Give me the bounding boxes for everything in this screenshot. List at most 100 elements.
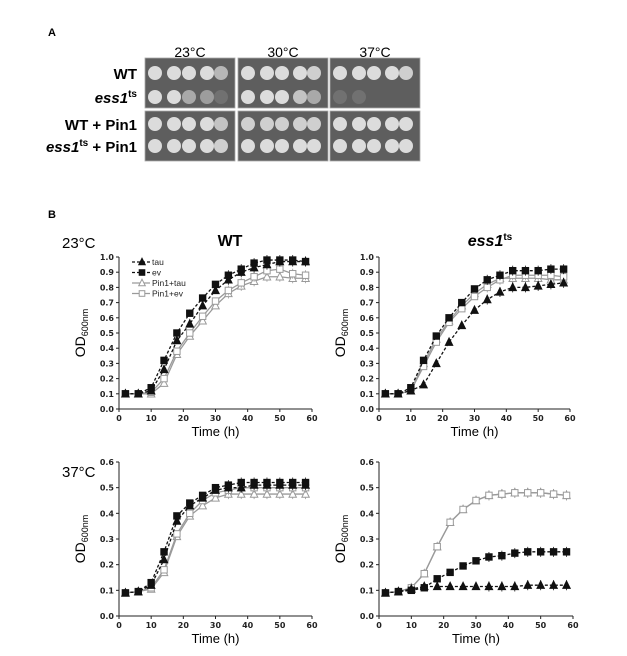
y-tick-label: 0.2 bbox=[360, 561, 374, 570]
square-marker bbox=[547, 265, 555, 273]
triangle-marker bbox=[419, 379, 429, 389]
square-marker bbox=[186, 309, 194, 317]
series-line bbox=[125, 487, 306, 594]
y-tick-label: 0.3 bbox=[100, 535, 114, 544]
x-tick-label: 60 bbox=[564, 414, 576, 423]
triangle-marker bbox=[159, 364, 169, 374]
yeast-spot bbox=[200, 66, 214, 80]
yeast-spot bbox=[399, 139, 413, 153]
square-marker bbox=[472, 496, 480, 505]
yeast-spot bbox=[148, 66, 162, 80]
square-marker bbox=[134, 390, 143, 398]
triangle-marker bbox=[431, 358, 441, 368]
yeast-spot bbox=[214, 66, 228, 80]
row-label-23: 23°C bbox=[62, 235, 96, 252]
square-marker bbox=[419, 356, 428, 365]
square-marker bbox=[160, 374, 168, 383]
strain-label: WT bbox=[114, 66, 137, 83]
x-tick-label: 60 bbox=[567, 621, 579, 630]
square-marker bbox=[224, 271, 233, 279]
yeast-spot bbox=[399, 117, 413, 131]
square-marker bbox=[263, 478, 271, 487]
x-tick-label: 30 bbox=[210, 414, 222, 423]
square-marker bbox=[160, 356, 168, 365]
series-ev bbox=[121, 255, 310, 398]
panel-b-label: B bbox=[48, 209, 56, 221]
square-marker bbox=[301, 478, 310, 487]
panel-a-label: A bbox=[48, 27, 56, 39]
y-tick-label: 0.3 bbox=[360, 359, 374, 368]
y-tick-label: 0.0 bbox=[360, 612, 375, 621]
yeast-spot bbox=[275, 117, 289, 131]
y-tick-label: 0.7 bbox=[360, 299, 374, 308]
square-marker bbox=[121, 589, 130, 597]
y-tick-label: 0.0 bbox=[360, 405, 375, 414]
strain-label: ess1ts bbox=[95, 89, 138, 107]
square-marker bbox=[237, 265, 245, 273]
x-tick-label: 50 bbox=[533, 414, 545, 423]
y-tick-label: 0.8 bbox=[100, 283, 115, 292]
square-marker bbox=[498, 490, 506, 498]
square-marker bbox=[459, 505, 467, 514]
yeast-spot bbox=[167, 66, 181, 80]
square-marker bbox=[470, 292, 479, 301]
x-tick-label: 0 bbox=[116, 414, 122, 423]
y-tick-label: 0.6 bbox=[100, 314, 115, 323]
yeast-spot bbox=[385, 117, 399, 131]
series-pin1-ev bbox=[381, 487, 571, 597]
square-marker bbox=[524, 489, 532, 497]
square-marker bbox=[521, 266, 530, 275]
square-marker bbox=[138, 290, 146, 297]
triangle-marker bbox=[471, 581, 481, 591]
yeast-spot bbox=[367, 117, 381, 131]
square-marker bbox=[186, 499, 194, 507]
x-tick-label: 0 bbox=[116, 621, 122, 630]
square-marker bbox=[138, 269, 146, 276]
yeast-spot bbox=[352, 117, 366, 131]
square-marker bbox=[472, 557, 480, 565]
square-marker bbox=[289, 478, 297, 487]
yeast-spot bbox=[293, 66, 307, 80]
yeast-spot bbox=[333, 117, 347, 131]
temperature-label: 23°C bbox=[174, 44, 205, 60]
square-marker bbox=[173, 347, 181, 355]
yeast-spot bbox=[275, 139, 289, 153]
series-pin1-ev bbox=[121, 264, 310, 398]
x-tick-label: 10 bbox=[406, 621, 418, 630]
square-marker bbox=[534, 266, 542, 275]
triangle-marker bbox=[172, 335, 182, 345]
square-marker bbox=[289, 256, 297, 264]
square-marker bbox=[483, 283, 491, 292]
square-marker bbox=[420, 584, 428, 592]
y-tick-label: 0.2 bbox=[100, 375, 114, 384]
triangle-marker bbox=[275, 271, 285, 281]
triangle-marker bbox=[210, 492, 221, 502]
yeast-spot bbox=[352, 90, 366, 104]
temperature-label: 30°C bbox=[267, 44, 298, 60]
y-tick-label: 0.6 bbox=[100, 458, 115, 467]
triangle-marker bbox=[249, 488, 259, 498]
y-tick-label: 0.6 bbox=[360, 458, 375, 467]
triangle-marker bbox=[275, 488, 285, 498]
square-marker bbox=[186, 509, 194, 518]
x-axis-label: Time (h) bbox=[192, 631, 240, 646]
yeast-spot bbox=[333, 66, 347, 80]
square-marker bbox=[559, 265, 568, 273]
yeast-spot bbox=[260, 117, 274, 131]
yeast-spot bbox=[385, 139, 399, 153]
triangle-marker bbox=[159, 377, 169, 387]
x-tick-label: 40 bbox=[503, 621, 515, 630]
y-tick-label: 0.4 bbox=[100, 344, 115, 353]
x-tick-label: 20 bbox=[438, 621, 450, 630]
square-marker bbox=[211, 483, 220, 492]
y-axis-label: OD600nm bbox=[72, 515, 90, 564]
series-ev bbox=[381, 264, 568, 398]
series-line bbox=[385, 492, 567, 594]
y-tick-label: 0.9 bbox=[360, 268, 375, 277]
x-tick-label: 40 bbox=[501, 414, 513, 423]
square-marker bbox=[147, 578, 155, 587]
x-axis-label: Time (h) bbox=[452, 631, 500, 646]
triangle-marker bbox=[546, 279, 556, 289]
square-marker bbox=[173, 530, 181, 538]
square-marker bbox=[470, 285, 479, 293]
